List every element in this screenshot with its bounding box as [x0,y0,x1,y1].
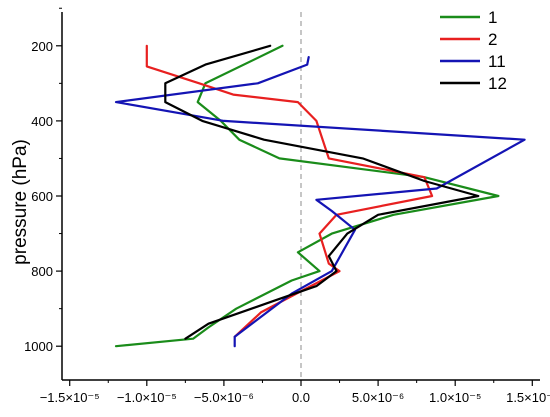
series-line-12 [164,44,480,340]
y-tick-label: 200 [31,39,53,54]
y-tick-label: 800 [31,264,53,279]
x-tick-label: −1.0×10⁻⁵ [117,390,177,405]
x-tick-label: 5.0×10⁻⁶ [352,390,404,405]
y-axis-label-group: pressure (hPa) [10,139,31,265]
x-tick-label: 1.5×10⁻⁵ [506,390,550,405]
series-line-1 [114,44,500,348]
series-layer [114,44,526,348]
y-axis-label: pressure (hPa) [10,139,31,265]
legend-label-12: 12 [488,74,507,93]
y-tick-label: 600 [31,189,53,204]
x-tick-label: 1.0×10⁻⁵ [429,390,481,405]
ticks-layer: −1.5×10⁻⁵ −1.0×10⁻⁵ −5.0×10⁻⁶ 0.0 5.0×10⁻⁶ 1.… [24,7,550,405]
x-tick-label: 0.0 [292,390,310,405]
legend-label-2: 2 [488,30,497,49]
y-tick-label: 400 [31,114,53,129]
legend-label-11: 11 [488,52,506,71]
x-tick-label: −5.0×10⁻⁶ [194,390,254,405]
legend-label-1: 1 [488,8,497,27]
series-line-2 [145,44,434,338]
x-tick-label: −1.5×10⁻⁵ [40,390,100,405]
series-line-11 [114,55,526,348]
y-tick-label: 1000 [24,339,53,354]
